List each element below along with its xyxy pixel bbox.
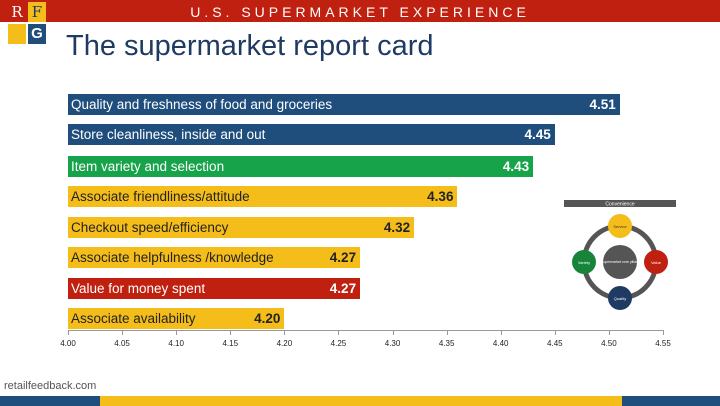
quality-node xyxy=(608,286,632,310)
bar-category-label: Checkout speed/efficiency xyxy=(71,220,229,235)
bar-value-label: 4.45 xyxy=(524,127,551,142)
bar: Associate availability 4.20 xyxy=(68,308,285,329)
convenience-header xyxy=(564,200,676,207)
x-tick-label: 4.35 xyxy=(438,339,455,348)
x-tick-label: 4.55 xyxy=(655,339,671,348)
bar: Associate friendliness/attitude 4.36 xyxy=(68,186,458,207)
x-tick xyxy=(284,330,286,335)
value-label: Value xyxy=(651,260,662,265)
value-node xyxy=(644,250,668,274)
x-tick xyxy=(176,330,178,335)
x-tick-label: 4.00 xyxy=(60,339,76,348)
x-tick xyxy=(663,330,664,335)
bar: Item variety and selection 4.43 xyxy=(68,156,534,177)
bar-value-label: 4.27 xyxy=(329,281,357,296)
variety-label: Variety xyxy=(578,260,590,265)
bar-category-label: Item variety and selection xyxy=(71,159,225,174)
service-label: Service xyxy=(613,224,627,229)
bar-category-label: Store cleanliness, inside and out xyxy=(71,127,266,142)
convenience-label: Convenience xyxy=(605,202,634,208)
bar-value-label: 4.43 xyxy=(502,159,530,174)
x-tick-label: 4.30 xyxy=(384,339,401,348)
bar: Value for money spent 4.27 xyxy=(68,278,361,299)
bar-category-label: Quality and freshness of food and grocer… xyxy=(71,97,333,112)
x-tick xyxy=(68,330,69,335)
bar-chart: Quality and freshness of food and grocer… xyxy=(68,94,620,329)
bar: Quality and freshness of food and grocer… xyxy=(68,94,620,115)
x-tick xyxy=(446,330,448,335)
bar-category-label: Associate availability xyxy=(71,311,196,326)
center-label: Supermarket core pillars xyxy=(601,260,639,264)
footer-bar-middle xyxy=(100,396,622,406)
x-tick xyxy=(392,330,394,335)
footer-bar-right xyxy=(622,396,720,406)
x-tick-label: 4.05 xyxy=(114,339,130,348)
bar-category-label: Associate helpfulness /knowledge xyxy=(71,250,274,265)
x-tick xyxy=(500,330,502,335)
bar-value-label: 4.36 xyxy=(427,189,454,204)
bar-category-label: Associate friendliness/attitude xyxy=(71,189,250,204)
core-pillars-diagram: Convenience Supermarket core pillars Ser… xyxy=(564,200,676,310)
x-tick-label: 4.40 xyxy=(492,339,509,348)
x-tick-label: 4.20 xyxy=(276,339,293,348)
logo-letter: R xyxy=(8,2,26,22)
x-tick xyxy=(554,330,556,335)
variety-node xyxy=(572,250,596,274)
bar: Store cleanliness, inside and out 4.45 xyxy=(68,124,555,145)
logo-letter: G xyxy=(28,24,46,44)
bar: Associate helpfulness /knowledge 4.27 xyxy=(68,247,361,268)
x-tick xyxy=(338,330,340,335)
logo-letter: F xyxy=(28,2,46,22)
footer-website: retailfeedback.com xyxy=(4,380,97,392)
quality-label: Quality xyxy=(614,296,626,301)
x-tick-label: 4.45 xyxy=(547,339,563,348)
logo-bag-icon xyxy=(8,24,26,44)
center-node xyxy=(603,245,637,279)
x-tick-label: 4.50 xyxy=(601,339,617,348)
x-tick xyxy=(122,330,124,335)
x-tick xyxy=(608,330,610,335)
bar: Checkout speed/efficiency 4.32 xyxy=(68,217,415,238)
x-tick-label: 4.15 xyxy=(222,339,239,348)
footer-bar-left xyxy=(0,396,100,406)
x-tick-label: 4.25 xyxy=(330,339,347,348)
service-node xyxy=(608,214,632,238)
bar-value-label: 4.27 xyxy=(329,250,357,265)
bar-value-label: 4.20 xyxy=(254,311,281,326)
x-tick-label: 4.10 xyxy=(168,339,184,348)
bar-value-label: 4.51 xyxy=(589,97,616,112)
x-tick xyxy=(230,330,232,335)
top-banner-bar xyxy=(0,0,720,22)
x-axis xyxy=(68,330,663,331)
bar-category-label: Value for money spent xyxy=(71,281,206,296)
rfg-logo: R F G xyxy=(8,2,48,46)
bar-value-label: 4.32 xyxy=(383,220,411,235)
page-title: The supermarket report card xyxy=(66,30,434,62)
banner-title: U.S. SUPERMARKET EXPERIENCE xyxy=(190,4,530,20)
